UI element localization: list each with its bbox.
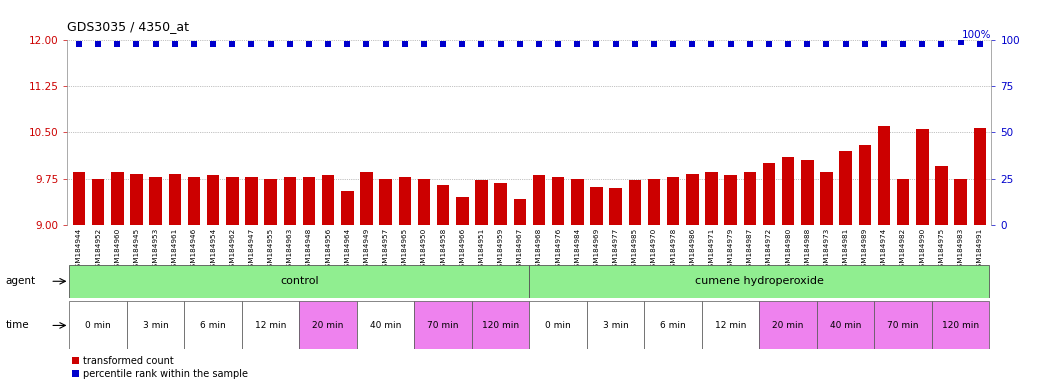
Bar (245, 177, 257, 225)
Text: 6 min: 6 min (660, 321, 686, 330)
Bar (514, 199, 526, 225)
Bar (360, 172, 373, 225)
Bar (226, 177, 239, 225)
Bar (127, 301, 185, 349)
Text: 3 min: 3 min (603, 321, 628, 330)
Bar (705, 172, 717, 225)
Text: 40 min: 40 min (370, 321, 402, 330)
Text: 20 min: 20 min (312, 321, 344, 330)
Bar (725, 175, 737, 225)
Bar (529, 301, 586, 349)
Text: time: time (5, 320, 29, 331)
Bar (532, 175, 545, 225)
Text: 70 min: 70 min (428, 321, 459, 330)
Bar (974, 127, 986, 225)
Bar (283, 177, 296, 225)
Text: control: control (280, 276, 319, 286)
Bar (475, 180, 488, 225)
Bar (760, 301, 817, 349)
Bar (322, 175, 334, 225)
Bar (342, 191, 354, 225)
Bar (874, 301, 932, 349)
Bar (242, 301, 299, 349)
Bar (130, 174, 142, 225)
Text: 3 min: 3 min (143, 321, 168, 330)
Text: GDS3035 / 4350_at: GDS3035 / 4350_at (67, 20, 190, 33)
Bar (380, 179, 392, 225)
Bar (265, 179, 277, 225)
Text: 70 min: 70 min (887, 321, 919, 330)
Bar (303, 177, 316, 225)
Bar (185, 301, 242, 349)
Bar (149, 177, 162, 225)
Bar (207, 175, 219, 225)
Bar (70, 301, 127, 349)
Bar (954, 179, 966, 225)
Bar (686, 174, 699, 225)
Bar (878, 126, 891, 225)
Bar (648, 179, 660, 225)
Bar (840, 151, 852, 225)
Bar (456, 197, 468, 225)
Bar (168, 174, 181, 225)
Bar (92, 179, 105, 225)
Bar (414, 301, 472, 349)
Bar (629, 180, 641, 225)
Text: 120 min: 120 min (943, 321, 979, 330)
Bar (357, 301, 414, 349)
Bar (188, 177, 200, 225)
Text: 6 min: 6 min (200, 321, 226, 330)
Bar (529, 265, 989, 298)
Text: agent: agent (5, 276, 35, 286)
Bar (645, 301, 702, 349)
Bar (70, 265, 529, 298)
Bar (417, 179, 430, 225)
Bar (472, 301, 529, 349)
Bar (897, 179, 909, 225)
Text: 120 min: 120 min (482, 321, 519, 330)
Bar (858, 145, 871, 225)
Bar (591, 187, 603, 225)
Bar (73, 172, 85, 225)
Text: 0 min: 0 min (85, 321, 111, 330)
Bar (935, 166, 948, 225)
Text: 40 min: 40 min (830, 321, 862, 330)
Text: 20 min: 20 min (772, 321, 803, 330)
Text: 0 min: 0 min (545, 321, 571, 330)
Bar (299, 301, 357, 349)
Text: 12 min: 12 min (715, 321, 746, 330)
Bar (820, 172, 832, 225)
Bar (586, 301, 645, 349)
Bar (552, 177, 565, 225)
Bar (494, 183, 507, 225)
Bar (437, 185, 449, 225)
Bar (111, 172, 124, 225)
Bar (399, 177, 411, 225)
Bar (801, 160, 814, 225)
Bar (932, 301, 989, 349)
Text: cumene hydroperoxide: cumene hydroperoxide (694, 276, 824, 286)
Bar (817, 301, 874, 349)
Bar (609, 188, 622, 225)
Bar (743, 172, 756, 225)
Bar (763, 163, 775, 225)
Legend: transformed count, percentile rank within the sample: transformed count, percentile rank withi… (73, 356, 248, 379)
Bar (782, 157, 794, 225)
Text: 100%: 100% (962, 30, 991, 40)
Bar (917, 129, 929, 225)
Bar (702, 301, 760, 349)
Text: 12 min: 12 min (255, 321, 286, 330)
Bar (571, 179, 583, 225)
Bar (666, 177, 679, 225)
